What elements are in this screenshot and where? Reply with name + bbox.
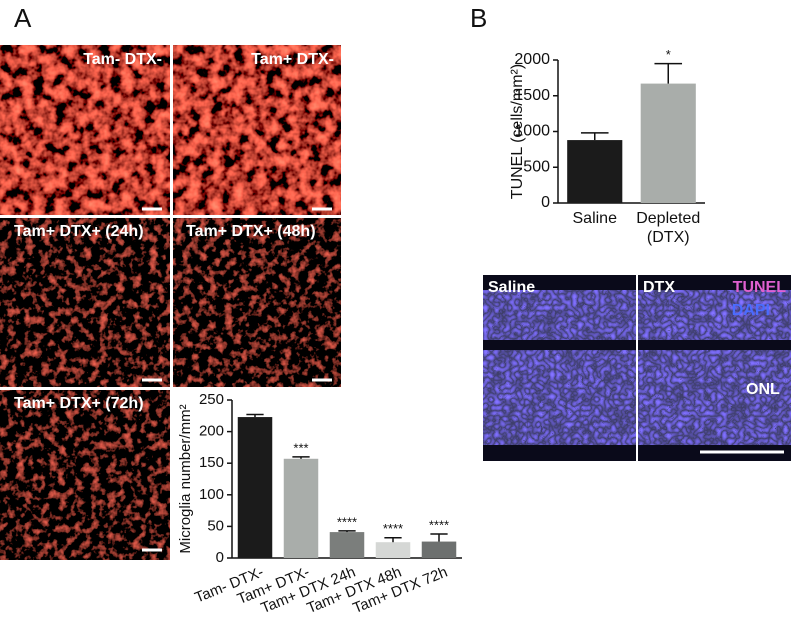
bar (421, 541, 457, 558)
bar (375, 542, 411, 558)
y-tick-label: 250 (199, 391, 224, 408)
bar (640, 83, 696, 203)
micrograph (0, 390, 170, 560)
bar (283, 458, 319, 558)
y-tick-label: 100 (199, 486, 224, 503)
bar (237, 417, 273, 558)
micrograph (173, 218, 341, 387)
x-tick-label: Depleted (636, 210, 700, 227)
y-tick-label: 2000 (514, 51, 550, 68)
image-label: Tam+ DTX+ (48h) (186, 223, 316, 240)
image-label: DTX (643, 279, 675, 296)
stain-label: TUNEL (733, 279, 787, 296)
y-tick-label: 1000 (514, 123, 550, 140)
micrograph (173, 45, 341, 215)
panel-label: A (14, 3, 32, 33)
y-tick-label: 500 (523, 158, 550, 175)
y-axis-label: Microglia number/mm² (177, 404, 194, 553)
significance: **** (429, 517, 449, 532)
y-tick-label: 150 (199, 454, 224, 471)
y-tick-label: 0 (541, 194, 550, 211)
image-label: Tam+ DTX+ (24h) (14, 223, 144, 240)
scale-bars (142, 207, 332, 552)
bar (329, 532, 365, 558)
significance: * (666, 47, 671, 62)
bar (567, 140, 623, 203)
y-tick-label: 50 (207, 517, 224, 534)
x-tick-label: (DTX) (647, 229, 690, 246)
micrograph (0, 45, 170, 215)
layer-label: ONL (746, 381, 780, 398)
image-label: Tam+ DTX- (251, 51, 334, 68)
stain-label: DAPI (732, 302, 770, 319)
y-tick-label: 200 (199, 423, 224, 440)
x-tick-label: Saline (573, 210, 618, 227)
significance: *** (293, 440, 308, 455)
significance: **** (383, 521, 403, 536)
image-label: Tam- DTX- (83, 51, 162, 68)
y-axis-label: TUNEL (cells/mm²) (509, 64, 526, 199)
significance: **** (337, 514, 357, 529)
y-tick-label: 1500 (514, 87, 550, 104)
y-tick-label: 0 (216, 549, 224, 566)
image-label: Saline (488, 279, 535, 296)
micrograph (0, 218, 170, 387)
panel-label: B (470, 3, 487, 33)
image-label: Tam+ DTX+ (72h) (14, 395, 144, 412)
